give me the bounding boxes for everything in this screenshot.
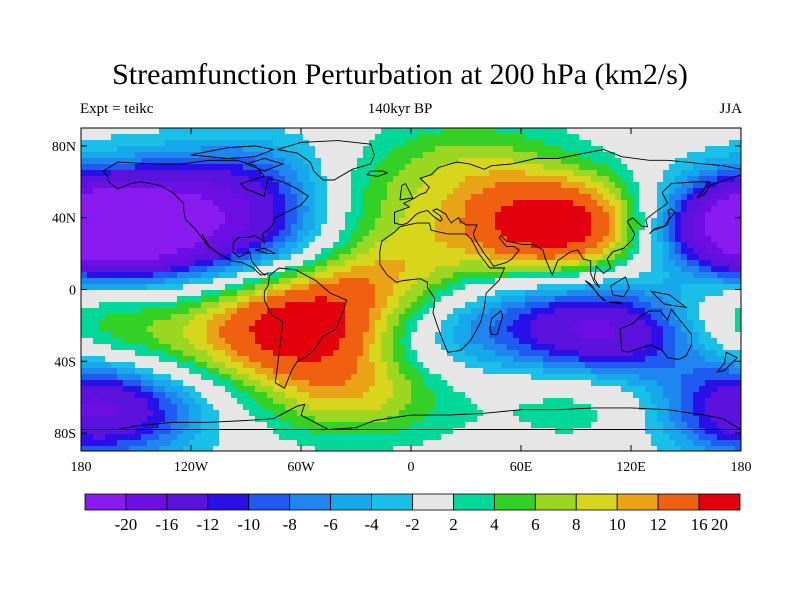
colorbar-label: -2 <box>405 515 419 534</box>
lon-tick-label: 0 <box>408 460 415 475</box>
colorbar-swatch <box>166 493 209 511</box>
lat-tick-label: 0 <box>69 284 76 299</box>
colorbar-swatch <box>289 493 332 511</box>
colorbar-label: 10 <box>609 515 626 534</box>
colorbar-swatch <box>698 493 741 511</box>
colorbar-label: -16 <box>156 515 179 534</box>
colorbar-label: -20 <box>115 515 138 534</box>
colorbar-swatch <box>330 493 372 511</box>
colorbar-swatch <box>248 493 291 511</box>
colorbar-swatch <box>575 493 618 511</box>
colorbar-label: 6 <box>531 515 540 534</box>
colorbar-label: -4 <box>364 515 379 534</box>
lon-tick-label: 180 <box>731 460 752 475</box>
lat-tick-label: 80N <box>52 140 76 155</box>
lat-tick-label: 80S <box>54 427 76 442</box>
season-label: JJA <box>719 101 742 117</box>
longitude-axis: 180 120W 60W 0 60E 120E 180 <box>71 128 752 475</box>
colorbar-swatch <box>493 493 536 511</box>
colorbar-label: -12 <box>196 515 219 534</box>
colorbar-swatch <box>207 493 250 511</box>
colorbar-swatch <box>125 493 168 511</box>
latitude-axis: 80N 40N 0 40S 80S <box>52 140 741 442</box>
coastlines <box>81 140 741 430</box>
colorbar-label: -8 <box>283 515 297 534</box>
colorbar-label: 20 <box>711 515 728 534</box>
colorbar-swatch <box>534 493 577 511</box>
lon-tick-label: 120E <box>616 460 646 475</box>
colorbar: -20 -16 -12 -10 -8 -6 -4 -2 2 4 6 8 10 12 16 20 <box>84 493 741 534</box>
plot-title: Streamfunction Perturbation at 200 hPa (… <box>112 58 688 91</box>
colorbar-label: 16 <box>691 515 708 534</box>
time-label: 140kyr BP <box>367 101 433 117</box>
colorbar-label: 12 <box>650 515 667 534</box>
colorbar-label: -6 <box>324 515 338 534</box>
lat-tick-label: 40S <box>54 355 76 370</box>
colorbar-swatch <box>453 493 495 511</box>
colorbar-label: -10 <box>237 515 260 534</box>
colorbar-swatch <box>616 493 659 511</box>
colorbar-swatch <box>84 493 127 511</box>
lon-tick-label: 120W <box>174 460 209 475</box>
colorbar-label: 8 <box>572 515 581 534</box>
colorbar-label: 4 <box>490 515 499 534</box>
lon-tick-label: 60E <box>510 460 533 475</box>
colorbar-swatch <box>412 493 454 511</box>
colorbar-swatch <box>657 493 700 511</box>
colorbar-swatch <box>371 493 413 511</box>
lon-tick-label: 180 <box>71 460 92 475</box>
lat-tick-label: 40N <box>52 212 76 227</box>
colorbar-label: 2 <box>449 515 458 534</box>
lon-tick-label: 60W <box>287 460 315 475</box>
experiment-label: Expt = teikc <box>80 101 154 117</box>
streamfunction-field <box>81 128 741 451</box>
